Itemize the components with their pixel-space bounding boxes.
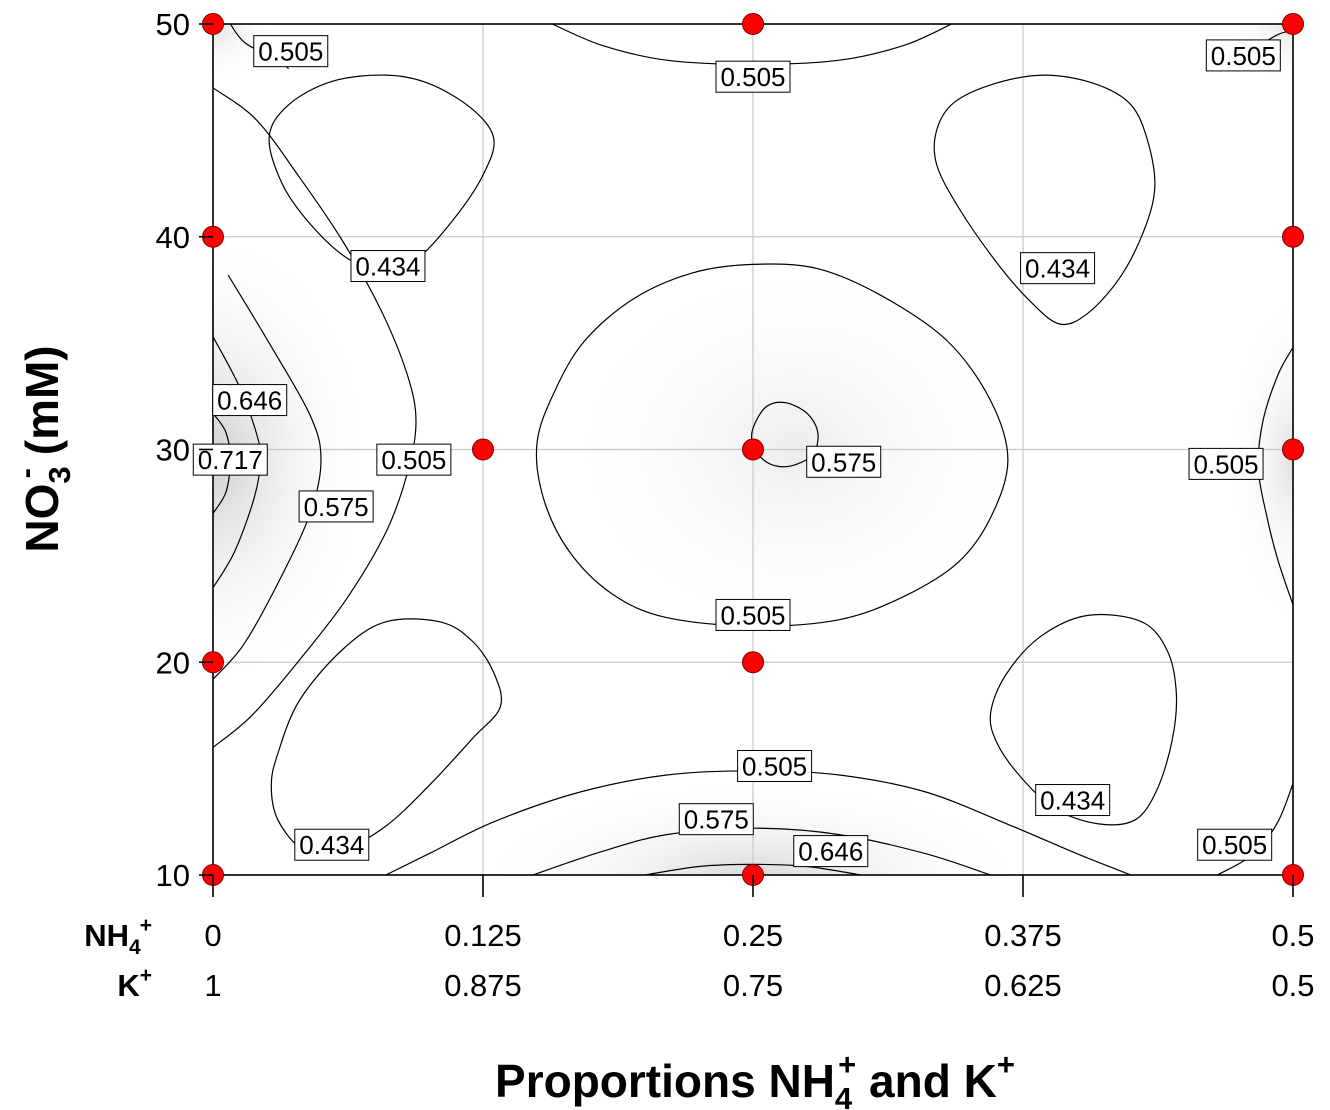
contour-label-box: [1188, 447, 1264, 480]
contour-label-text: 0.434: [355, 252, 420, 282]
contour-label-text: 0.575: [304, 492, 369, 522]
contour-label-text: 0.434: [1025, 254, 1090, 284]
contour-line-0-575: [213, 274, 322, 680]
contour-label-box: [376, 443, 452, 476]
contour-label-text: 0.505: [1194, 449, 1259, 479]
contour-label: 0.434: [1020, 252, 1096, 285]
contour-label-box: [678, 803, 754, 836]
contour-line-0-434: [989, 613, 1178, 826]
x-axis-title-sup1: +: [838, 1047, 856, 1082]
contour-label-text: 0.505: [1202, 830, 1267, 860]
y-axis-title-prefix: NO: [16, 484, 68, 553]
contour-label-text: 0.646: [217, 386, 282, 416]
contour-label-text: 0.505: [742, 751, 807, 781]
contour-label-text: 0.505: [381, 445, 446, 475]
contour-label-box: [1205, 39, 1281, 72]
x-tick-row-label: NH4+: [84, 914, 152, 959]
contour-label: 0.646: [212, 384, 288, 417]
contour-label: 0.505: [1197, 828, 1273, 861]
contour-label: 0.505: [253, 35, 329, 68]
y-tick-label: 50: [156, 7, 190, 42]
x-tick-label: 0: [204, 918, 221, 953]
contour-label: 0.505: [376, 443, 452, 476]
y-axis-title-suffix: (mM): [16, 345, 68, 468]
contour-label-text: 0.646: [798, 837, 863, 867]
x-axis-title-middle: and K: [856, 1055, 997, 1107]
contour-label-text: 0.505: [1211, 41, 1276, 71]
design-point: [472, 438, 494, 461]
y-tick-label: 20: [156, 645, 190, 680]
contour-label-text: 0.575: [811, 447, 876, 477]
contour-line-0-505: [213, 87, 417, 748]
contour-label: 0.434: [350, 250, 426, 283]
design-point: [742, 13, 764, 35]
contour-label: 0.434: [1035, 784, 1111, 817]
contour-label-box: [294, 828, 370, 861]
contour-label: 0.505: [1188, 447, 1264, 480]
x-tick-label: 0.25: [723, 918, 783, 953]
contour-label-box: [212, 384, 288, 417]
contour-label: 0.434: [294, 828, 370, 861]
x-tick-label: 0.875: [444, 968, 522, 1003]
x-tick-label: 0.5: [1271, 968, 1314, 1003]
contour-label-text: 0.434: [299, 830, 364, 860]
contour-label: 0.646: [793, 835, 869, 868]
contour-label: 0.505: [737, 749, 813, 782]
contour-label-text: 0.575: [684, 805, 749, 835]
y-tick-label: 10: [156, 858, 190, 893]
contour-label: 0.505: [715, 60, 791, 93]
contour-label-text: 0.505: [258, 37, 323, 67]
contour-line-0-434: [933, 74, 1156, 326]
axes: 10 20 30 40 50 NH4+ 0 0.125 0.25 0.375 0.5 K+ 1 0.875…: [84, 7, 1314, 1003]
design-point: [742, 438, 764, 461]
x-tick-label: 0.375: [984, 918, 1062, 953]
x-tick-label: 0.125: [444, 918, 522, 953]
x-axis-title-sup2: +: [997, 1047, 1015, 1082]
contour-label-box: [253, 35, 329, 68]
contour-label: 0.575: [806, 445, 882, 478]
x-tick-row-label: K+: [117, 964, 152, 1003]
contour-label-box: [350, 250, 426, 283]
y-tick-label: 40: [156, 220, 190, 255]
contour-label-text: 0.505: [720, 62, 785, 92]
design-point: [742, 651, 764, 674]
x-tick-label: 1: [204, 968, 221, 1003]
design-point: [1282, 13, 1304, 35]
contour-label-box: [806, 445, 882, 478]
contour-label: 0.575: [298, 490, 374, 523]
x-axis-title-sub: 4: [835, 1081, 853, 1110]
contour-label: 0.575: [678, 803, 754, 836]
y-axis-title-sup: -: [8, 468, 43, 478]
contour-label-text: 0.434: [1040, 786, 1105, 816]
design-point: [1282, 438, 1304, 461]
contour-label-text: 0.505: [720, 600, 785, 630]
x-tick-label: 0.75: [723, 968, 783, 1003]
contour-line-0-434: [270, 618, 503, 854]
y-tick-label: 30: [156, 433, 190, 468]
contour-label-box: [1020, 252, 1096, 285]
contour-label-box: [793, 835, 869, 868]
contour-label: 0.505: [715, 598, 791, 631]
x-axis-title-prefix: Proportions NH: [495, 1055, 835, 1107]
design-point: [1282, 225, 1304, 248]
contour-label-box: [715, 598, 791, 631]
x-tick-label: 0.5: [1271, 918, 1314, 953]
x-tick-label: 0.625: [984, 968, 1062, 1003]
contour-label: 0.505: [1205, 39, 1281, 72]
x-axis-title: Proportions NH4+ and K+: [495, 1047, 1015, 1110]
shading-blob: [213, 226, 375, 695]
y-axis-title-sub: 3: [42, 466, 77, 483]
contour-label-box: [1035, 784, 1111, 817]
contour-label-box: [715, 60, 791, 93]
contour-line-0-434: [268, 74, 495, 274]
contour-label-box: [1197, 828, 1273, 861]
y-axis-title: NO3- (mM): [8, 345, 77, 552]
contour-label-box: [298, 490, 374, 523]
contour-label-box: [737, 749, 813, 782]
